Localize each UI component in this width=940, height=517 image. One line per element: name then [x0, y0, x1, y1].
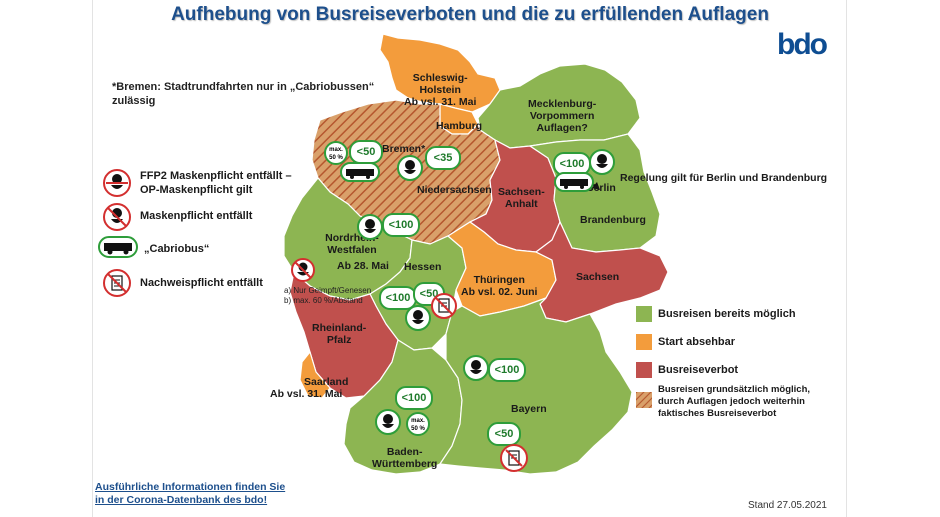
label-bayern: Bayern — [511, 403, 547, 415]
label-baden-wuerttemberg: Baden- Württemberg — [372, 446, 438, 470]
label-sachsen-anhalt: Sachsen- Anhalt — [498, 186, 545, 210]
legend-orange-label: Start absehbar — [658, 336, 736, 348]
badge-bayern-100: <100 — [488, 358, 526, 382]
badge-bremen-50: <50 — [349, 140, 383, 164]
legend-swatch-red — [636, 362, 652, 378]
label-hessen: Hessen — [404, 261, 442, 273]
cabriobus-icon-bremen — [340, 162, 380, 182]
state-bayern[interactable] — [438, 297, 633, 475]
cabriobus-icon — [98, 236, 138, 258]
label-brandenburg: Brandenburg — [580, 214, 646, 226]
legend-red-label: Busreiseverbot — [658, 364, 739, 376]
document-crossed-icon — [103, 269, 131, 297]
document-crossed-icon-bayern — [500, 444, 528, 472]
label-berlin-brandenburg-rule: Regelung gilt für Berlin und Brandenburg — [620, 172, 828, 184]
bdo-logo: bdo — [777, 28, 828, 61]
state-schleswig-holstein[interactable] — [379, 33, 501, 113]
label-thueringen: Thüringen Ab vsl. 02. Juni — [461, 274, 538, 298]
mask-icon-bayern — [463, 355, 489, 381]
mask-icon-niedersachsen — [397, 155, 423, 181]
badge-nrw-100: <100 — [382, 213, 420, 237]
nrw-notes: a) Nur Geimpft/Genesen b) max. 60 %/Abst… — [284, 286, 372, 305]
legend-cabriobus-label: „Cabriobus“ — [144, 243, 210, 255]
label-mecklenburg-vorpommern: Mecklenburg- Vorpommern Auflagen? — [528, 98, 597, 134]
berlin-arrowhead — [592, 182, 600, 190]
mask-icon-berlin — [589, 149, 615, 175]
legend-ffp2-label: FFP2 Maskenpflicht entfällt – OP-Maskenp… — [140, 170, 292, 196]
ffp2-mask-crossed-icon — [103, 169, 131, 197]
max50-bw-icon: max. 50 % — [406, 412, 430, 436]
legend-swatch-hatched — [636, 392, 652, 408]
mask-icon-nrw — [357, 214, 383, 240]
label-hamburg: Hamburg — [436, 120, 483, 132]
bremen-note: *Bremen: Stadtrundfahrten nur in „Cabrio… — [112, 81, 375, 107]
state-saarland[interactable] — [299, 350, 331, 399]
mask-icon-bw — [375, 409, 401, 435]
legend-hatched-label: Busreisen grundsätzlich möglich, durch A… — [658, 384, 811, 419]
legend-green-label: Busreisen bereits möglich — [658, 308, 796, 320]
document-crossed-icon-hessen — [431, 293, 457, 319]
legend-swatch-green — [636, 306, 652, 322]
badge-bayern-50: <50 — [487, 422, 521, 446]
mask-crossed-icon-nrw — [291, 258, 315, 282]
mask-crossed-icon — [103, 203, 131, 231]
badge-hessen-100: <100 — [379, 286, 417, 310]
label-schleswig-holstein: Schleswig- Holstein Ab vsl. 31. Mai — [404, 72, 477, 108]
page-title: Aufhebung von Busreiseverboten und die z… — [171, 4, 769, 25]
badge-bw-100: <100 — [395, 386, 433, 410]
legend-mask-label: Maskenpflicht entfällt — [140, 210, 253, 222]
corona-database-link[interactable]: Ausführliche Informationen finden Sie in… — [95, 481, 286, 506]
mask-icon-hessen — [405, 305, 431, 331]
label-saarland: Saarland Ab vsl. 31. Mai — [269, 376, 349, 400]
label-sachsen: Sachsen — [576, 271, 620, 283]
label-bremen: Bremen* — [382, 143, 426, 155]
label-rheinland-pfalz: Rheinland- Pfalz — [312, 322, 367, 346]
max50-bremen-icon: max. 50 % — [324, 141, 348, 165]
stand-date: Stand 27.05.2021 — [748, 500, 827, 511]
legend-document-label: Nachweispflicht entfällt — [140, 277, 263, 289]
legend-swatch-orange — [636, 334, 652, 350]
label-niedersachsen: Niedersachsen — [417, 184, 492, 196]
badge-bremen-35: <35 — [425, 146, 461, 170]
cabriobus-icon-berlin — [554, 172, 594, 192]
